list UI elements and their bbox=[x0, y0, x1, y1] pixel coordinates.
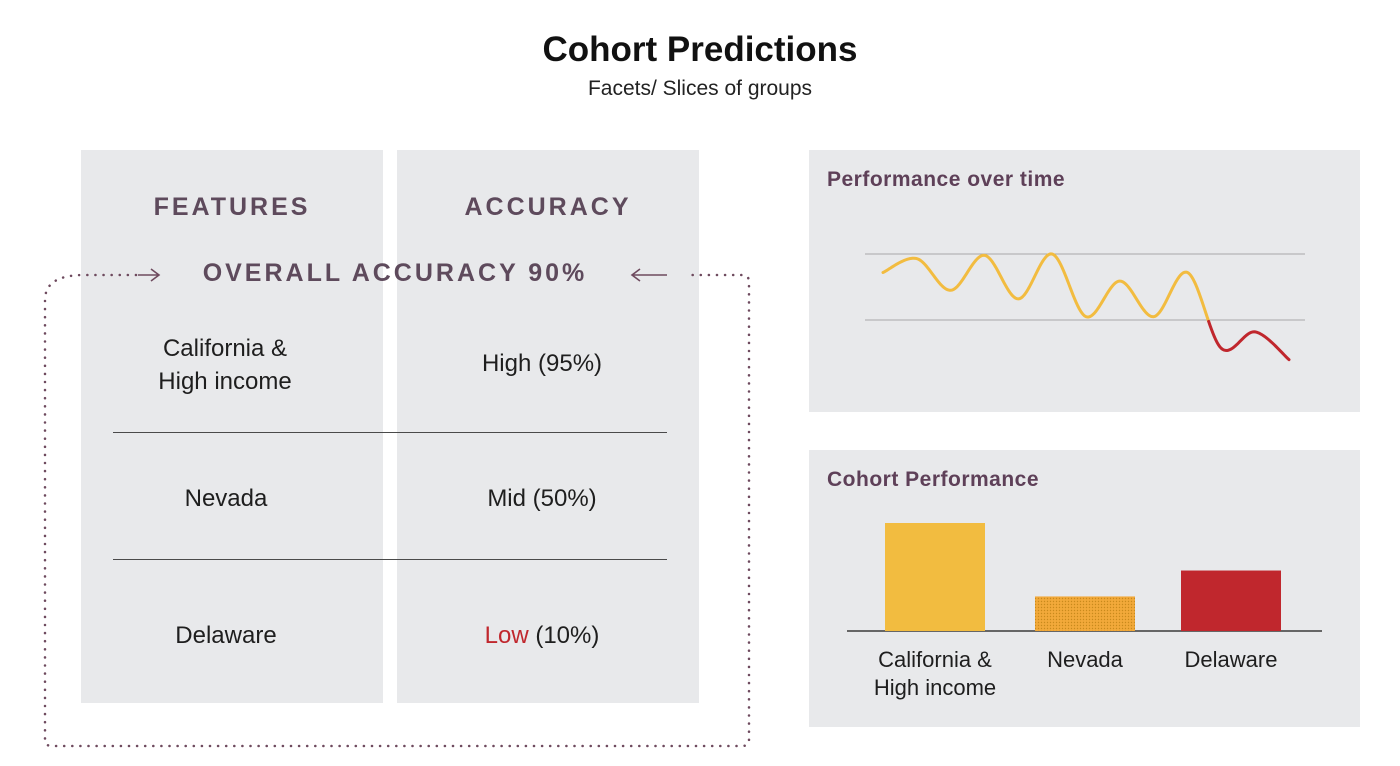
accuracy-level: Low bbox=[484, 622, 529, 649]
table-row-3-feature: Delaware bbox=[175, 622, 277, 649]
row-divider bbox=[113, 432, 667, 433]
table-row-1-feature: California & High income bbox=[81, 332, 369, 398]
bar-label-1: California & High income bbox=[874, 647, 996, 700]
page-title: Cohort Predictions bbox=[542, 30, 858, 69]
feature-line-1: California & bbox=[162, 335, 288, 362]
trend-segment-below bbox=[1207, 319, 1291, 362]
bar-2 bbox=[1035, 596, 1135, 631]
bar-label-3: Delaware bbox=[1185, 647, 1278, 672]
performance-line-chart bbox=[865, 252, 1305, 362]
performance-card-title: Performance over time bbox=[827, 168, 1066, 191]
row-divider bbox=[113, 559, 667, 560]
cohort-card-title: Cohort Performance bbox=[827, 468, 1040, 491]
table-row-2-accuracy: Mid (50%) bbox=[397, 482, 687, 515]
overall-accuracy-label: OVERALL ACCURACY 90% bbox=[202, 259, 588, 287]
bar-1 bbox=[885, 523, 985, 631]
page-subtitle: Facets/ Slices of groups bbox=[587, 77, 813, 100]
accuracy-column-panel bbox=[397, 150, 699, 703]
bar-label-2: Nevada bbox=[1047, 647, 1124, 672]
table-row-2-feature: Nevada bbox=[184, 485, 268, 512]
accuracy-percent: (50%) bbox=[532, 485, 597, 512]
performance-over-time-card bbox=[809, 150, 1360, 412]
right-arrow-icon bbox=[630, 268, 667, 282]
accuracy-percent: (10%) bbox=[535, 622, 600, 649]
trend-segment-above bbox=[881, 252, 1211, 323]
bar-label-line: High income bbox=[874, 675, 996, 700]
features-column-panel bbox=[81, 150, 383, 703]
accuracy-header: ACCURACY bbox=[464, 193, 632, 221]
bar-label-line: Nevada bbox=[1047, 647, 1124, 672]
left-arrow-icon bbox=[138, 268, 161, 282]
accuracy-level: High bbox=[481, 350, 532, 377]
bar-label-line: California & bbox=[878, 647, 992, 672]
bar-3 bbox=[1181, 570, 1281, 631]
cohort-bar-chart: California & High income Nevada Delaware bbox=[847, 523, 1322, 700]
accuracy-percent: (95%) bbox=[538, 350, 603, 377]
feature-line-2: High income bbox=[158, 368, 292, 395]
accuracy-level: Mid bbox=[487, 485, 526, 512]
table-row-1-accuracy: High (95%) bbox=[397, 347, 687, 380]
table-row-3-accuracy: Low (10%) bbox=[397, 619, 687, 652]
bar-label-line: Delaware bbox=[1185, 647, 1278, 672]
features-header: FEATURES bbox=[153, 193, 311, 221]
